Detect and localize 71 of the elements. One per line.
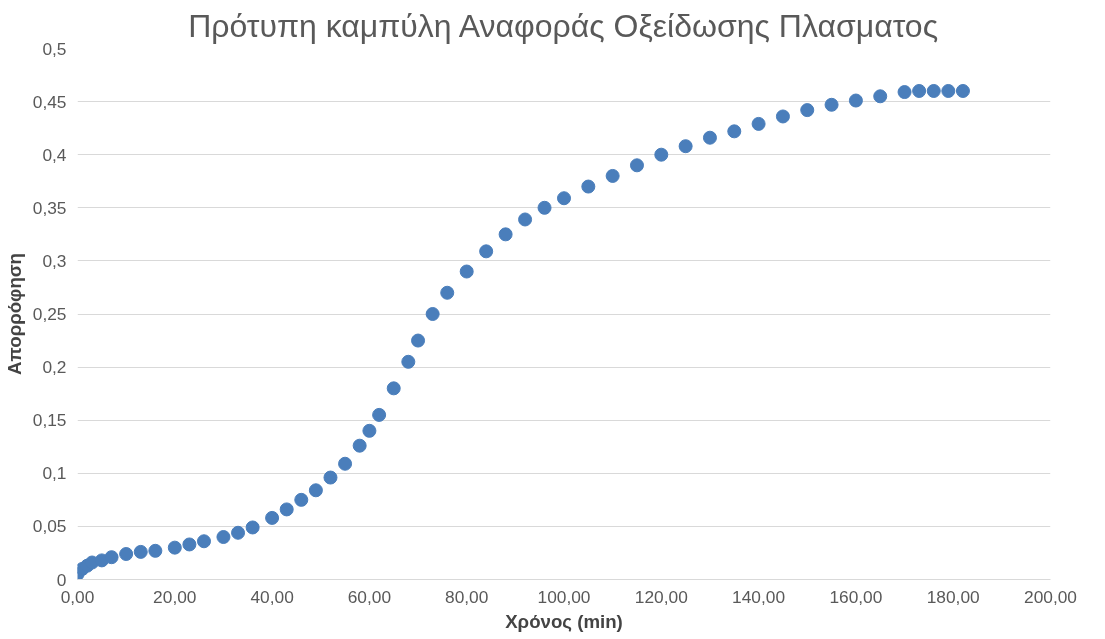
point [372, 407, 387, 422]
point [727, 124, 742, 139]
point [581, 179, 596, 194]
point [352, 438, 367, 453]
point [848, 93, 863, 108]
point [873, 89, 888, 104]
point [479, 244, 494, 259]
x-tick-label: 20,00 [153, 586, 197, 607]
point [629, 158, 644, 173]
point [459, 264, 474, 279]
x-tick-label: 160,00 [829, 586, 883, 607]
point [196, 534, 211, 549]
point [104, 550, 119, 565]
point [702, 130, 717, 145]
point [537, 200, 552, 215]
point [654, 147, 669, 162]
point [557, 191, 571, 206]
point [362, 423, 377, 438]
y-tick-label: 0,4 [42, 144, 67, 165]
point [800, 103, 815, 118]
point [775, 109, 790, 124]
x-tick-label: 60,00 [347, 586, 392, 607]
x-tick-label: 140,00 [732, 586, 786, 607]
point [440, 285, 455, 300]
y-tick-label: 0,2 [42, 357, 67, 378]
y-tick-label: 0,05 [32, 516, 67, 537]
point [498, 227, 513, 242]
y-tick-label: 0,35 [32, 197, 67, 218]
x-tick-label: 100,00 [537, 586, 591, 607]
point [941, 83, 956, 98]
point [955, 83, 970, 98]
x-axis-title: Χρόνος (min) [505, 610, 623, 632]
point [897, 85, 912, 100]
point [323, 470, 338, 485]
y-tick-label: 0,1 [42, 463, 67, 484]
point [425, 307, 440, 321]
point [182, 537, 197, 552]
y-tick-label: 0,3 [42, 250, 67, 271]
y-tick-label: 0,25 [32, 304, 67, 324]
point [294, 492, 309, 507]
point [148, 543, 163, 558]
point [411, 333, 426, 348]
point [119, 547, 134, 561]
point [265, 510, 280, 525]
point [824, 97, 839, 112]
chart-title: Πρότυπη καμπύλη Αναφοράς Οξείδωσης Πλασματος [188, 7, 939, 44]
point [912, 83, 927, 98]
point [231, 525, 246, 540]
point [279, 502, 294, 517]
y-tick-label: 0,45 [32, 91, 67, 112]
point [605, 168, 620, 183]
point [216, 530, 231, 545]
x-tick-label: 40,00 [250, 586, 294, 607]
point [167, 540, 182, 555]
point [401, 354, 416, 369]
y-axis-title: Απορρόφηση [3, 252, 25, 376]
point [133, 544, 148, 559]
point [338, 456, 353, 471]
x-tick-label: 180,00 [926, 586, 980, 607]
point [245, 520, 260, 535]
point [518, 212, 533, 227]
y-tick-label: 0,15 [32, 410, 67, 431]
y-tick-label: 0,5 [42, 38, 67, 59]
x-tick-label: 120,00 [634, 586, 688, 607]
point [386, 381, 401, 396]
point [751, 116, 766, 131]
point [678, 139, 693, 154]
point [926, 83, 941, 98]
x-tick-label: 200,00 [1024, 586, 1077, 607]
point [308, 483, 323, 498]
x-tick-label: 80,00 [445, 586, 489, 607]
